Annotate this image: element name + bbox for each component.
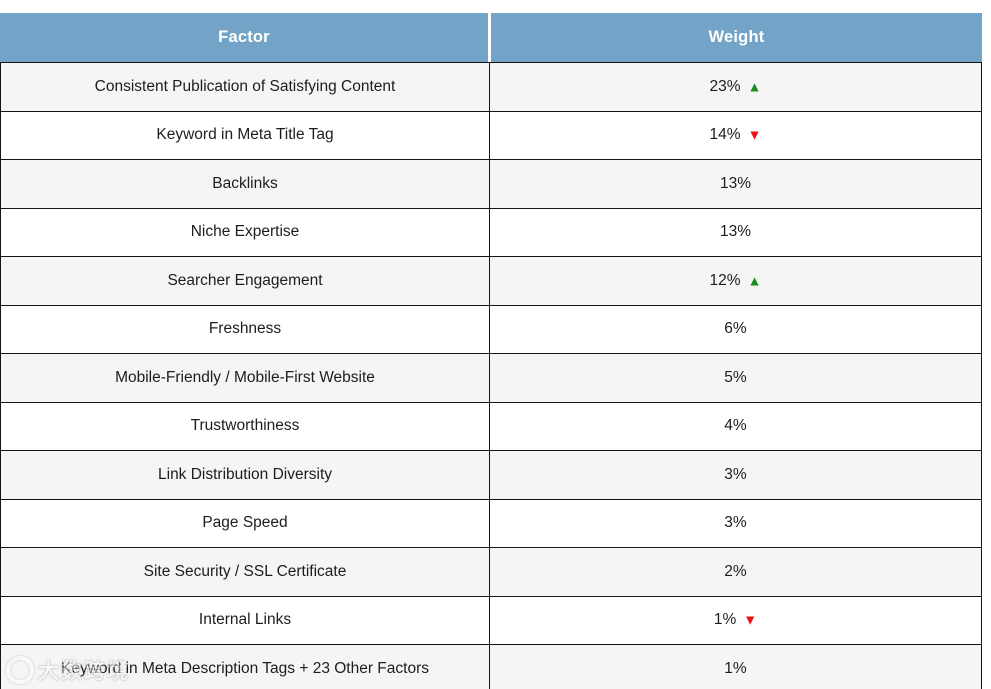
factor-cell: Searcher Engagement xyxy=(1,257,490,305)
table-header-row: Factor Weight xyxy=(0,13,982,62)
table-row: Backlinks 13% xyxy=(1,160,981,209)
column-header-weight: Weight xyxy=(491,13,982,62)
weight-cell: 14% ▼ xyxy=(490,112,981,160)
weight-value: 1% xyxy=(713,611,737,629)
weight-value: 3% xyxy=(724,514,747,532)
factor-cell: Mobile-Friendly / Mobile-First Website xyxy=(1,354,490,402)
factor-cell: Trustworthiness xyxy=(1,402,490,450)
table-row: Page Speed 3% xyxy=(1,499,981,548)
factor-cell: Site Security / SSL Certificate xyxy=(1,548,490,596)
weight-value: 12% xyxy=(709,271,741,289)
weight-cell: 12% ▲ xyxy=(490,257,981,305)
weight-value: 13% xyxy=(719,174,752,192)
weight-cell: 13% xyxy=(490,209,981,257)
table-row: Internal Links 1% ▼ xyxy=(1,596,981,645)
weight-cell: 23% ▲ xyxy=(490,63,981,111)
table-row: Keyword in Meta Title Tag 14% ▼ xyxy=(1,111,981,160)
table-row: Consistent Publication of Satisfying Con… xyxy=(1,63,981,112)
weight-value: 5% xyxy=(724,368,747,386)
column-header-factor: Factor xyxy=(0,13,488,62)
table-row: Site Security / SSL Certificate 2% xyxy=(1,548,981,597)
weight-value: 1% xyxy=(724,659,747,677)
factor-cell: Page Speed xyxy=(1,499,490,547)
weight-value: 3% xyxy=(724,465,747,483)
trend-down-icon: ▼ xyxy=(743,611,758,628)
table-row: Keyword in Meta Description Tags + 23 Ot… xyxy=(1,645,981,689)
table-row: Mobile-Friendly / Mobile-First Website 5… xyxy=(1,354,981,403)
factor-cell: Keyword in Meta Title Tag xyxy=(1,111,490,159)
factors-table: Factor Weight Consistent Publication of … xyxy=(0,13,982,689)
weight-cell: 2% xyxy=(490,548,981,596)
table-row: Freshness 6% xyxy=(1,305,981,354)
factor-cell: Freshness xyxy=(1,305,490,353)
table-row: Searcher Engagement 12% ▲ xyxy=(1,257,981,306)
weight-cell: 4% xyxy=(490,403,981,451)
weight-value: 13% xyxy=(719,223,752,241)
trend-down-icon: ▼ xyxy=(747,126,762,143)
weight-value: 6% xyxy=(724,320,747,338)
factor-cell: Niche Expertise xyxy=(1,208,490,256)
weight-value: 23% xyxy=(709,77,741,95)
weight-cell: 1% ▼ xyxy=(490,597,981,645)
trend-up-icon: ▲ xyxy=(747,272,762,289)
weight-cell: 6% xyxy=(490,306,981,354)
weight-cell: 13% xyxy=(490,160,981,208)
factor-cell: Internal Links xyxy=(1,596,490,644)
weight-cell: 3% xyxy=(490,451,981,499)
table-row: Niche Expertise 13% xyxy=(1,208,981,257)
weight-value: 14% xyxy=(709,126,741,144)
weight-value: 2% xyxy=(724,562,747,580)
weight-cell: 5% xyxy=(490,354,981,402)
table-row: Trustworthiness 4% xyxy=(1,402,981,451)
table-body: Consistent Publication of Satisfying Con… xyxy=(0,62,982,689)
trend-up-icon: ▲ xyxy=(747,78,762,95)
factor-cell: Consistent Publication of Satisfying Con… xyxy=(1,63,490,111)
factor-cell: Keyword in Meta Description Tags + 23 Ot… xyxy=(1,645,490,689)
factor-cell: Backlinks xyxy=(1,160,490,208)
weight-cell: 1% xyxy=(490,645,981,689)
weight-cell: 3% xyxy=(490,500,981,548)
weight-value: 4% xyxy=(724,417,747,435)
factor-cell: Link Distribution Diversity xyxy=(1,451,490,499)
table-row: Link Distribution Diversity 3% xyxy=(1,451,981,500)
